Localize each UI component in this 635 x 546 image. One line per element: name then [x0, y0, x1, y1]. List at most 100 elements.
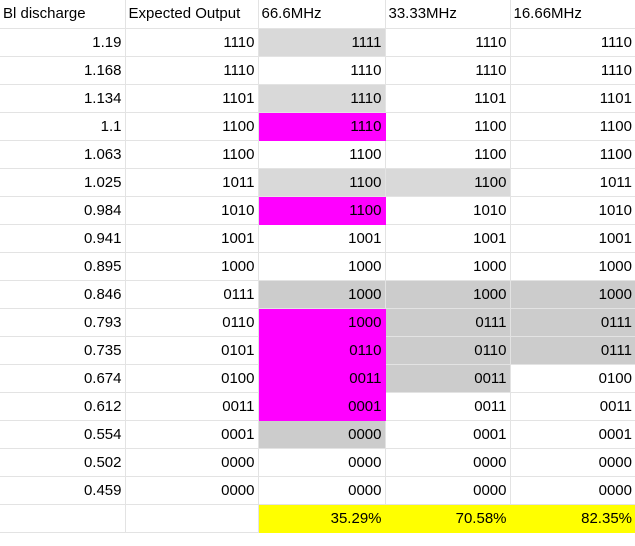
- cell-expected-output[interactable]: 1001: [124, 223, 259, 253]
- cell-expected-output[interactable]: 0110: [124, 307, 259, 337]
- cell-66mhz[interactable]: 0000: [257, 475, 386, 505]
- cell-expected-output[interactable]: 0000: [124, 447, 259, 477]
- cell-33mhz[interactable]: 0111: [384, 307, 511, 337]
- cell-16mhz[interactable]: 1001: [509, 223, 635, 253]
- cell-bl-discharge[interactable]: 0.846: [0, 279, 126, 309]
- cell-bl-discharge[interactable]: 0.984: [0, 195, 126, 225]
- cell-expected-output[interactable]: 1101: [124, 83, 259, 113]
- cell-expected-output[interactable]: 1100: [124, 139, 259, 169]
- cell-33mhz[interactable]: 0001: [384, 419, 511, 449]
- cell-33mhz[interactable]: 0000: [384, 475, 511, 505]
- cell-bl-discharge[interactable]: 0.793: [0, 307, 126, 337]
- cell-66mhz[interactable]: 1000: [257, 251, 386, 281]
- header-cell-66mhz[interactable]: 66.6MHz: [257, 0, 386, 29]
- cell-bl-discharge[interactable]: 0.674: [0, 363, 126, 393]
- cell-expected-output[interactable]: 0111: [124, 279, 259, 309]
- cell-66mhz[interactable]: 0000: [257, 419, 386, 449]
- cell-expected-output[interactable]: 0011: [124, 391, 259, 421]
- cell-33mhz[interactable]: 1000: [384, 251, 511, 281]
- cell-16mhz[interactable]: 1010: [509, 195, 635, 225]
- cell-33mhz[interactable]: 1100: [384, 167, 511, 197]
- cell-16mhz[interactable]: 1011: [509, 167, 635, 197]
- cell-16mhz[interactable]: 1000: [509, 251, 635, 281]
- cell-66mhz[interactable]: 0011: [257, 363, 386, 393]
- header-cell-bl-discharge[interactable]: Bl discharge: [0, 0, 126, 29]
- cell-66mhz[interactable]: 1111: [257, 27, 386, 57]
- cell-total-blank[interactable]: [0, 503, 126, 533]
- cell-33mhz[interactable]: 1101: [384, 83, 511, 113]
- cell-expected-output[interactable]: 0100: [124, 363, 259, 393]
- cell-66mhz[interactable]: 1000: [257, 307, 386, 337]
- cell-16mhz[interactable]: 0111: [509, 335, 635, 365]
- cell-expected-output[interactable]: 1100: [124, 111, 259, 141]
- cell-33mhz[interactable]: 1110: [384, 55, 511, 85]
- cell-16mhz[interactable]: 0111: [509, 307, 635, 337]
- header-cell-expected-output[interactable]: Expected Output: [124, 0, 259, 29]
- cell-16mhz[interactable]: 1000: [509, 279, 635, 309]
- cell-bl-discharge[interactable]: 0.554: [0, 419, 126, 449]
- cell-expected-output[interactable]: 0001: [124, 419, 259, 449]
- cell-16mhz[interactable]: 1100: [509, 139, 635, 169]
- cell-66mhz[interactable]: 0110: [257, 335, 386, 365]
- cell-33mhz[interactable]: 1110: [384, 27, 511, 57]
- cell-33mhz[interactable]: 0000: [384, 447, 511, 477]
- table-row: 0.941 1001 1001 1001 1001: [0, 223, 635, 253]
- table-row: 1.1 1100 1110 1100 1100: [0, 111, 635, 141]
- cell-33mhz[interactable]: 0011: [384, 363, 511, 393]
- cell-16mhz[interactable]: 0000: [509, 475, 635, 505]
- cell-16mhz[interactable]: 0100: [509, 363, 635, 393]
- cell-66mhz[interactable]: 0001: [257, 391, 386, 421]
- cell-expected-output[interactable]: 0000: [124, 475, 259, 505]
- cell-expected-output[interactable]: 1110: [124, 55, 259, 85]
- cell-16mhz[interactable]: 1110: [509, 55, 635, 85]
- cell-total-blank[interactable]: [124, 503, 259, 533]
- cell-33mhz[interactable]: 1001: [384, 223, 511, 253]
- cell-33mhz[interactable]: 1010: [384, 195, 511, 225]
- cell-bl-discharge[interactable]: 1.025: [0, 167, 126, 197]
- cell-bl-discharge[interactable]: 0.735: [0, 335, 126, 365]
- cell-16mhz[interactable]: 0011: [509, 391, 635, 421]
- cell-bl-discharge[interactable]: 0.941: [0, 223, 126, 253]
- cell-expected-output[interactable]: 1011: [124, 167, 259, 197]
- cell-bl-discharge[interactable]: 0.612: [0, 391, 126, 421]
- cell-33mhz[interactable]: 0110: [384, 335, 511, 365]
- cell-66mhz[interactable]: 1100: [257, 167, 386, 197]
- cell-16mhz[interactable]: 0000: [509, 447, 635, 477]
- cell-bl-discharge[interactable]: 1.168: [0, 55, 126, 85]
- cell-33mhz[interactable]: 1000: [384, 279, 511, 309]
- cell-66mhz[interactable]: 0000: [257, 447, 386, 477]
- cell-bl-discharge[interactable]: 1.134: [0, 83, 126, 113]
- cell-16mhz[interactable]: 1101: [509, 83, 635, 113]
- cell-66mhz[interactable]: 1110: [257, 83, 386, 113]
- cell-16mhz[interactable]: 1110: [509, 27, 635, 57]
- cell-bl-discharge[interactable]: 1.1: [0, 111, 126, 141]
- header-cell-16mhz[interactable]: 16.66MHz: [509, 0, 635, 29]
- cell-66mhz[interactable]: 1110: [257, 55, 386, 85]
- cell-total-66mhz[interactable]: 35.29%: [257, 503, 386, 533]
- cell-66mhz[interactable]: 1001: [257, 223, 386, 253]
- cell-expected-output[interactable]: 1010: [124, 195, 259, 225]
- cell-66mhz[interactable]: 1000: [257, 279, 386, 309]
- cell-total-16mhz[interactable]: 82.35%: [509, 503, 635, 533]
- cell-bl-discharge[interactable]: 1.063: [0, 139, 126, 169]
- cell-bl-discharge[interactable]: 1.19: [0, 27, 126, 57]
- cell-16mhz[interactable]: 0001: [509, 419, 635, 449]
- cell-66mhz[interactable]: 1110: [257, 111, 386, 141]
- cell-16mhz[interactable]: 1100: [509, 111, 635, 141]
- cell-33mhz[interactable]: 0011: [384, 391, 511, 421]
- cell-expected-output[interactable]: 1110: [124, 27, 259, 57]
- header-cell-33mhz[interactable]: 33.33MHz: [384, 0, 511, 29]
- table-row: 0.846 0111 1000 1000 1000: [0, 279, 635, 309]
- cell-bl-discharge[interactable]: 0.459: [0, 475, 126, 505]
- cell-bl-discharge[interactable]: 0.895: [0, 251, 126, 281]
- cell-33mhz[interactable]: 1100: [384, 111, 511, 141]
- cell-expected-output[interactable]: 1000: [124, 251, 259, 281]
- cell-expected-output[interactable]: 0101: [124, 335, 259, 365]
- table-row: 1.025 1011 1100 1100 1011: [0, 167, 635, 197]
- cell-bl-discharge[interactable]: 0.502: [0, 447, 126, 477]
- cell-66mhz[interactable]: 1100: [257, 139, 386, 169]
- cell-33mhz[interactable]: 1100: [384, 139, 511, 169]
- cell-66mhz[interactable]: 1100: [257, 195, 386, 225]
- cell-total-33mhz[interactable]: 70.58%: [384, 503, 511, 533]
- header-row: Bl discharge Expected Output 66.6MHz 33.…: [0, 0, 635, 29]
